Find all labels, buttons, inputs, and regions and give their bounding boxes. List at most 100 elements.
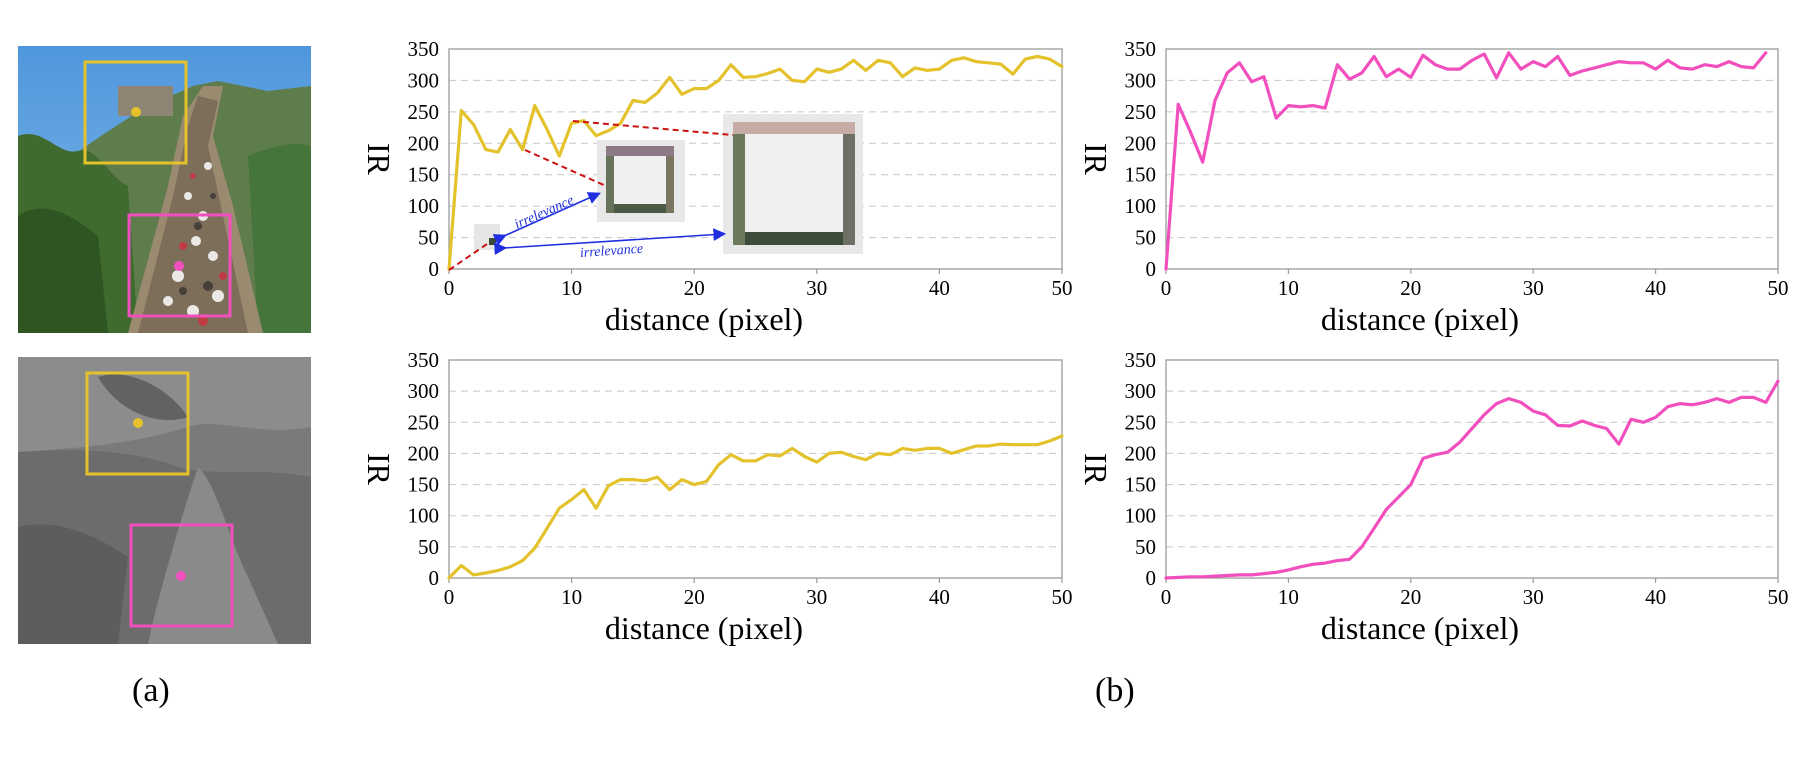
data-point xyxy=(1348,77,1351,81)
y-tick-label: 350 xyxy=(1125,348,1157,372)
data-point xyxy=(742,459,745,463)
data-point xyxy=(1164,576,1168,580)
y-axis-label: IR xyxy=(361,453,397,486)
data-point xyxy=(1580,419,1584,423)
data-point xyxy=(619,478,622,481)
data-point xyxy=(1752,396,1755,399)
data-point xyxy=(1764,401,1767,404)
y-tick-label: 250 xyxy=(1125,100,1157,124)
data-point xyxy=(1372,55,1376,58)
data-point xyxy=(545,526,549,530)
data-point xyxy=(1421,54,1425,57)
data-point xyxy=(1201,575,1204,578)
rgb-photo xyxy=(18,46,311,333)
data-point xyxy=(876,452,880,455)
data-point xyxy=(827,452,831,455)
data-point xyxy=(1764,51,1767,54)
data-point xyxy=(1666,59,1670,62)
depth-map xyxy=(18,357,311,644)
data-point xyxy=(1715,397,1719,400)
chart-top-left: 0 50 100 150 200 250 300 350 0 10 20 30 40 50 distance… xyxy=(361,37,1073,337)
x-tick-label: 10 xyxy=(1278,585,1299,609)
data-point xyxy=(1703,401,1706,404)
yellow-window-box xyxy=(83,60,188,165)
data-point xyxy=(778,454,782,458)
y-tick-label: 350 xyxy=(408,37,440,61)
data-point xyxy=(1409,76,1413,79)
x-tick-label: 50 xyxy=(1768,276,1789,300)
data-point xyxy=(1740,396,1743,399)
data-point xyxy=(1629,417,1633,421)
data-point xyxy=(1458,67,1461,71)
plot-frame xyxy=(448,359,1063,579)
x-tick-label: 0 xyxy=(1161,585,1172,609)
data-point xyxy=(803,80,806,83)
patch-small xyxy=(489,238,496,245)
data-point xyxy=(1189,575,1192,578)
data-point xyxy=(1605,63,1608,66)
pink-window-box xyxy=(127,213,232,318)
y-tick-label: 200 xyxy=(1125,441,1157,465)
data-point xyxy=(974,444,978,448)
plot-frame xyxy=(448,48,1063,270)
patch-medium-top xyxy=(606,146,674,156)
data-point xyxy=(742,76,745,79)
data-point xyxy=(913,66,917,70)
x-tick-label: 0 xyxy=(444,585,455,609)
x-tick-label: 30 xyxy=(1523,585,1544,609)
pink-window-box-depth xyxy=(129,523,234,628)
data-point xyxy=(1691,67,1694,71)
x-tick-label: 40 xyxy=(929,276,950,300)
data-point xyxy=(693,87,696,90)
data-point xyxy=(1262,572,1266,575)
data-point xyxy=(766,72,769,75)
data-point xyxy=(693,483,696,486)
data-point xyxy=(901,75,904,78)
data-point xyxy=(1678,402,1682,405)
patch-large-center xyxy=(745,134,843,232)
data-point xyxy=(643,479,647,483)
data-point xyxy=(1250,80,1253,83)
data-point xyxy=(1250,573,1253,577)
data-point xyxy=(999,442,1002,446)
data-point xyxy=(1691,403,1694,407)
data-point xyxy=(460,109,463,112)
chart-top-right: 0 50 100 150 200 250 300 350 0 10 20 30 40 50 distance… xyxy=(1078,37,1789,337)
data-point xyxy=(1238,573,1241,577)
data-point xyxy=(1483,52,1486,56)
x-tick-label: 0 xyxy=(444,276,455,300)
data-point xyxy=(987,444,990,448)
data-point xyxy=(962,56,966,59)
data-point xyxy=(1226,71,1229,75)
data-point xyxy=(962,448,966,451)
data-point xyxy=(558,507,561,510)
data-point xyxy=(1678,66,1682,70)
y-tick-label: 50 xyxy=(1135,535,1156,559)
y-tick-label: 150 xyxy=(1125,473,1157,497)
data-point xyxy=(594,134,598,137)
data-point xyxy=(484,148,487,151)
x-tick-label: 30 xyxy=(806,585,827,609)
data-point xyxy=(1287,568,1290,572)
arrow-irrelevance-2 xyxy=(494,228,727,255)
x-tick-label: 40 xyxy=(1645,585,1666,609)
data-point xyxy=(496,569,500,572)
data-point xyxy=(925,69,929,72)
data-point xyxy=(1470,427,1474,430)
data-point xyxy=(521,559,524,562)
y-tick-label: 100 xyxy=(408,194,440,218)
data-point xyxy=(717,463,720,466)
data-point xyxy=(791,79,794,82)
x-tick-label: 20 xyxy=(684,585,705,609)
data-point xyxy=(1036,55,1039,58)
y-tick-label: 350 xyxy=(1125,37,1157,61)
patch-large-left xyxy=(733,134,745,245)
data-point xyxy=(1532,409,1535,413)
x-tick-label: 10 xyxy=(1278,276,1299,300)
data-point xyxy=(1568,424,1572,428)
data-point xyxy=(570,498,573,501)
data-point xyxy=(460,564,463,567)
x-axis-label: distance (pixel) xyxy=(1321,301,1519,337)
y-tick-label: 300 xyxy=(408,68,440,92)
pink-center-dot xyxy=(174,261,184,271)
